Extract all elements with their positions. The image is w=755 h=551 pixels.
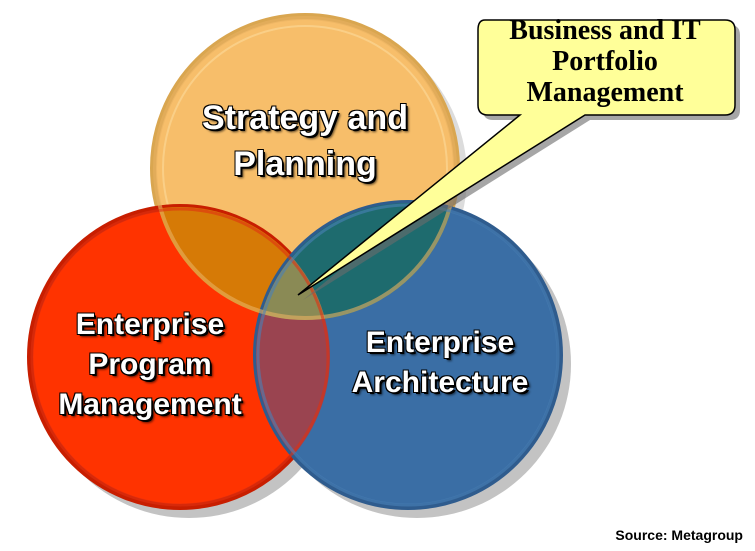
strategy-label-line1: Strategy and xyxy=(202,99,408,137)
architecture-label-line2: Architecture xyxy=(351,366,529,399)
program-label: Enterprise Program Management xyxy=(30,305,270,425)
source-citation: Source: Metagroup xyxy=(615,527,743,543)
program-label-line1: Enterprise xyxy=(75,308,225,341)
program-label-line3: Management xyxy=(58,388,242,421)
architecture-label: Enterprise Architecture xyxy=(320,323,560,403)
strategy-label: Strategy and Planning xyxy=(165,95,445,187)
callout-line2: Portfolio xyxy=(552,46,658,77)
callout-line3: Management xyxy=(526,77,684,108)
callout-line1: Business and IT xyxy=(509,15,701,46)
callout-text: Business and IT Portfolio Management xyxy=(480,15,730,108)
strategy-label-line2: Planning xyxy=(233,145,377,183)
callout-bubble xyxy=(297,19,740,300)
architecture-label-line1: Enterprise xyxy=(365,326,515,359)
program-label-line2: Program xyxy=(88,348,212,381)
